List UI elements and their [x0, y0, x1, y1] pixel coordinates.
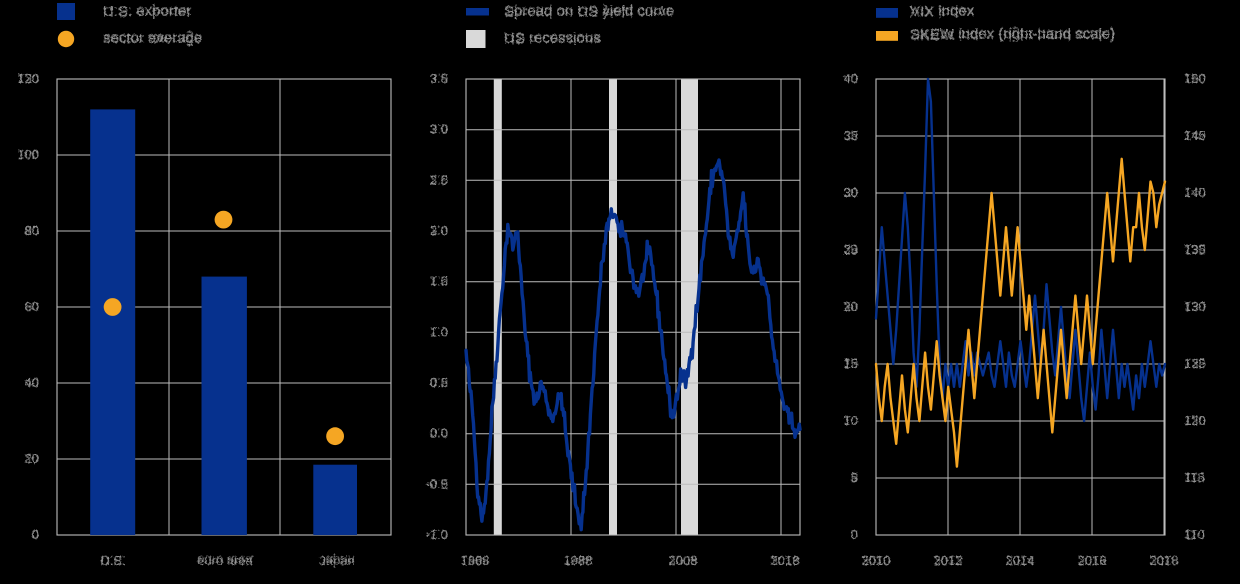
svg-text:40: 40	[25, 375, 39, 390]
svg-text:1.0: 1.0	[430, 324, 448, 339]
svg-text:35: 35	[844, 128, 858, 143]
svg-text:2016: 2016	[1078, 553, 1107, 568]
svg-text:140: 140	[1184, 185, 1206, 200]
svg-text:120: 120	[17, 71, 39, 86]
svg-text:3.5: 3.5	[430, 71, 448, 86]
svg-text:Spread on US yield curve: Spread on US yield curve	[504, 3, 674, 20]
svg-text:VIX index: VIX index	[910, 3, 975, 20]
svg-text:U.S. exporter: U.S. exporter	[103, 3, 191, 20]
svg-text:30: 30	[844, 185, 858, 200]
svg-text:-1.0: -1.0	[426, 527, 448, 542]
svg-text:110: 110	[1184, 527, 1205, 542]
svg-text:135: 135	[1184, 242, 1206, 257]
svg-text:20: 20	[25, 451, 39, 466]
svg-text:SKEW index (right-hand scale): SKEW index (right-hand scale)	[910, 26, 1115, 43]
svg-text:20: 20	[844, 299, 858, 314]
svg-text:2008: 2008	[669, 553, 698, 568]
svg-text:3.0: 3.0	[430, 122, 448, 137]
svg-text:2014: 2014	[1006, 553, 1035, 568]
svg-text:60: 60	[25, 299, 39, 314]
svg-text:100: 100	[17, 147, 39, 162]
svg-text:euro area: euro area	[197, 553, 253, 568]
svg-text:15: 15	[844, 356, 858, 371]
svg-text:US recessions: US recessions	[504, 30, 601, 47]
svg-text:0: 0	[32, 527, 39, 542]
svg-text:145: 145	[1184, 128, 1206, 143]
svg-text:Japan: Japan	[319, 553, 354, 568]
svg-text:1988: 1988	[564, 553, 593, 568]
svg-text:10: 10	[844, 413, 858, 428]
svg-text:40: 40	[844, 71, 858, 86]
svg-text:25: 25	[844, 242, 858, 257]
svg-text:2.5: 2.5	[430, 172, 448, 187]
svg-text:-0.5: -0.5	[426, 476, 448, 491]
svg-text:80: 80	[25, 223, 39, 238]
svg-text:2018: 2018	[1150, 553, 1179, 568]
svg-text:0: 0	[851, 527, 858, 542]
svg-text:125: 125	[1184, 356, 1206, 371]
svg-text:2012: 2012	[934, 553, 963, 568]
svg-text:2010: 2010	[862, 553, 891, 568]
svg-text:2018: 2018	[771, 553, 800, 568]
svg-text:5: 5	[851, 470, 858, 485]
svg-text:U.S.: U.S.	[100, 553, 125, 568]
svg-text:150: 150	[1184, 71, 1206, 86]
svg-text:1.5: 1.5	[430, 274, 448, 289]
svg-text:1968: 1968	[461, 553, 490, 568]
svg-text:2.0: 2.0	[430, 223, 448, 238]
svg-text:130: 130	[1184, 299, 1206, 314]
svg-text:0.0: 0.0	[430, 426, 448, 441]
svg-text:0.5: 0.5	[430, 375, 448, 390]
svg-text:sector average: sector average	[103, 30, 202, 47]
svg-text:115: 115	[1184, 470, 1205, 485]
svg-text:120: 120	[1184, 413, 1206, 428]
